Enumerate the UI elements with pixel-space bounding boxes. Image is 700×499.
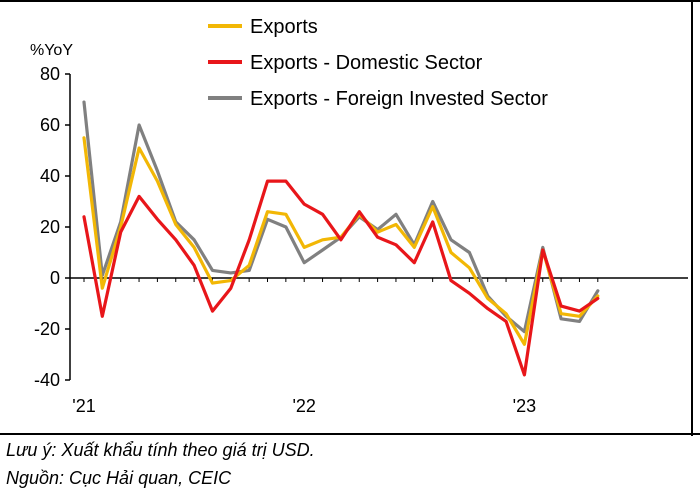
y-axis-unit-label: %YoY <box>30 42 73 59</box>
legend-label: Exports - Foreign Invested Sector <box>250 88 548 110</box>
source-text: Nguồn: Cục Hải quan, CEIC <box>6 468 232 488</box>
note-text: Lưu ý: Xuất khẩu tính theo giá trị USD. <box>6 440 315 460</box>
legend-label: Exports - Domestic Sector <box>250 52 483 74</box>
series-lines <box>82 100 600 377</box>
y-tick-label: -40 <box>34 370 60 390</box>
legend-label: Exports <box>250 16 318 38</box>
x-tick-label: '21 <box>72 396 95 416</box>
y-tick-label: 60 <box>40 115 60 135</box>
x-tick-label: '22 <box>292 396 315 416</box>
x-axis: '21 '22 '23 <box>70 277 688 416</box>
y-tick-label: -20 <box>34 319 60 339</box>
series-line-2 <box>82 100 600 334</box>
y-axis: 80 60 40 20 0 -20 -40 <box>34 64 71 390</box>
y-tick-label: 20 <box>40 217 60 237</box>
plot-frame <box>0 0 700 436</box>
legend: Exports Exports - Domestic Sector Exports … <box>208 16 548 110</box>
y-tick-label: 40 <box>40 166 60 186</box>
x-tick-label: '23 <box>513 396 536 416</box>
y-tick-label: 80 <box>40 64 60 84</box>
y-tick-label: 0 <box>50 268 60 288</box>
series-line-1 <box>82 179 600 377</box>
